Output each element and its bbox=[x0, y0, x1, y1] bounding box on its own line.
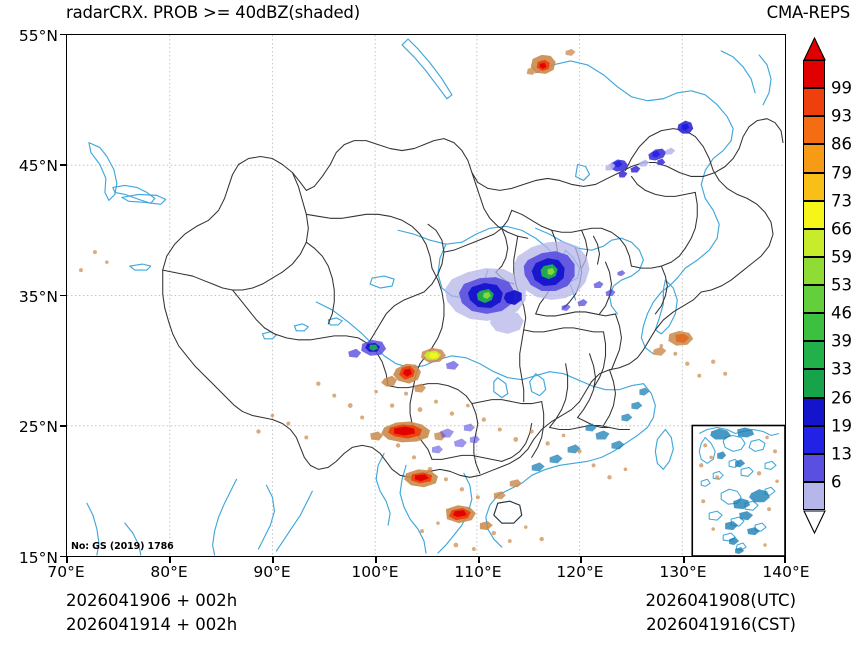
prob-shading-sichuan bbox=[381, 363, 426, 393]
colorbar-max-arrow bbox=[802, 37, 826, 61]
colorbar-band-5 bbox=[803, 341, 825, 370]
y-tickmark-25n bbox=[60, 425, 66, 427]
colorbar-band-2 bbox=[803, 425, 825, 454]
y-tick-45n: 45°N bbox=[18, 157, 58, 175]
colorbar-band-10 bbox=[803, 200, 825, 229]
x-tick-90e: 90°E bbox=[253, 563, 291, 581]
footer-init-utc: 2026041906 + 002h bbox=[66, 591, 238, 610]
y-tick-25n: 25°N bbox=[18, 418, 58, 436]
x-tick-80e: 80°E bbox=[150, 563, 188, 581]
y-tick-55n: 55°N bbox=[18, 27, 58, 45]
prob-shading-main-cluster bbox=[444, 241, 590, 334]
y-tickmark-55n bbox=[60, 33, 66, 36]
prob-shading-hunan-speckle bbox=[431, 423, 480, 454]
prob-shading-northeast bbox=[605, 147, 676, 178]
colorbar-label-66: 66 bbox=[831, 219, 852, 239]
y-tickmark-35n bbox=[60, 294, 66, 297]
colorbar-band-12 bbox=[803, 144, 825, 173]
x-tick-70e: 70°E bbox=[47, 563, 85, 581]
colorbar-band-1 bbox=[803, 453, 825, 482]
colorbar-label-79: 79 bbox=[831, 163, 852, 182]
model-label: CMA-REPS bbox=[766, 3, 851, 22]
colorbar-band-4 bbox=[803, 369, 825, 398]
colorbar-band-0 bbox=[803, 481, 825, 510]
colorbar-label-19: 19 bbox=[831, 416, 852, 436]
prob-shading-yunnan bbox=[348, 339, 459, 370]
colorbar-band-15 bbox=[803, 60, 825, 89]
x-tick-100e: 100°E bbox=[351, 563, 399, 581]
x-tick-110e: 110°E bbox=[454, 563, 502, 581]
footer-valid-utc: 2026041908(UTC) bbox=[645, 591, 796, 610]
colorbar-label-39: 39 bbox=[831, 331, 852, 351]
prob-shading-se-coast bbox=[531, 387, 650, 472]
prob-shading-zhejiang-cluster bbox=[653, 330, 694, 356]
map-attribution: No: GS (2019) 1786 bbox=[71, 541, 174, 552]
x-tick-130e: 130°E bbox=[659, 563, 707, 581]
colorbar-label-33: 33 bbox=[831, 359, 852, 379]
colorbar-band-6 bbox=[803, 313, 825, 342]
colorbar-band-14 bbox=[803, 88, 825, 117]
colorbar-label-99: 99 bbox=[831, 78, 852, 98]
colorbar-band-11 bbox=[803, 172, 825, 201]
x-tick-120e: 120°E bbox=[556, 563, 604, 581]
page-title: radarCRX. PROB >= 40dBZ(shaded) bbox=[66, 3, 360, 22]
colorbar-label-53: 53 bbox=[831, 275, 852, 295]
probability-colorbar[interactable]: 6 13 19 26 33 39 46 53 59 66 73 79 86 93 99 bbox=[802, 37, 852, 534]
colorbar-label-86: 86 bbox=[831, 134, 852, 154]
map-canvas[interactable]: No: GS (2019) 1786 bbox=[66, 34, 786, 557]
south-china-sea-inset bbox=[691, 424, 785, 556]
colorbar-min-arrow bbox=[802, 510, 826, 534]
prob-shading-mongolia-cell bbox=[526, 48, 576, 75]
colorbar-label-59: 59 bbox=[831, 247, 852, 267]
colorbar-band-8 bbox=[803, 256, 825, 285]
colorbar-label-13: 13 bbox=[831, 444, 852, 464]
y-tick-15n: 15°N bbox=[18, 549, 58, 567]
x-tick-140e: 140°E bbox=[762, 563, 810, 581]
administrative-boundary-layer bbox=[162, 118, 784, 524]
prob-shading-guizhou bbox=[370, 421, 446, 488]
y-tickmark-15n bbox=[60, 555, 66, 558]
colorbar-label-93: 93 bbox=[831, 106, 852, 126]
footer-valid-cst: 2026041916(CST) bbox=[646, 615, 796, 634]
colorbar-label-26: 26 bbox=[831, 388, 852, 407]
colorbar-label-6: 6 bbox=[831, 472, 842, 492]
colorbar-band-3 bbox=[803, 397, 825, 426]
footer-init-cst: 2026041914 + 002h bbox=[66, 615, 238, 634]
colorbar-band-9 bbox=[803, 228, 825, 257]
prob-shading-hainan bbox=[445, 479, 522, 531]
colorbar-band-13 bbox=[803, 116, 825, 145]
prob-shading-scattered-dots bbox=[78, 250, 728, 552]
colorbar-label-46: 46 bbox=[831, 303, 852, 323]
y-tick-35n: 35°N bbox=[18, 288, 58, 306]
prob-shading-jilin bbox=[677, 120, 694, 134]
y-tickmark-45n bbox=[60, 164, 66, 166]
colorbar-label-73: 73 bbox=[831, 191, 852, 211]
map-svg bbox=[67, 35, 785, 556]
colorbar-band-7 bbox=[803, 285, 825, 314]
